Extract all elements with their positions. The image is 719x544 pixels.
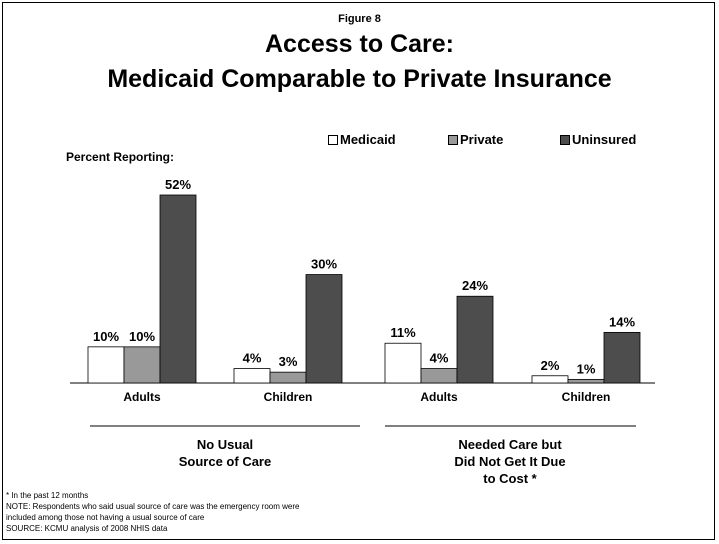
- data-label: 4%: [243, 351, 262, 366]
- footnote-line: * In the past 12 months: [6, 491, 89, 500]
- bar-medicaid-3: [531, 375, 569, 384]
- group-label-no-usual-source: No Usual Source of Care: [90, 436, 360, 470]
- category-label: Children: [264, 390, 313, 404]
- bar-medicaid-0: [87, 346, 125, 384]
- category-label: Children: [562, 390, 611, 404]
- data-label: 4%: [430, 351, 449, 366]
- legend-swatch-private: [448, 134, 458, 145]
- data-label: 24%: [462, 278, 488, 293]
- legend-label-medicaid: Medicaid: [340, 132, 396, 147]
- group-label-line: Did Not Get It Due: [454, 454, 566, 469]
- legend-label-uninsured: Uninsured: [572, 132, 637, 147]
- data-label: 10%: [93, 329, 119, 344]
- legend-swatch-medicaid: [328, 134, 338, 145]
- bar-medicaid-1: [233, 368, 271, 384]
- group-label-line: to Cost *: [483, 471, 537, 486]
- bar-private-3: [567, 378, 605, 384]
- legend-swatch-uninsured: [560, 134, 570, 145]
- bar-private-0: [123, 346, 161, 384]
- footnotes: * In the past 12 months NOTE: Respondent…: [6, 490, 299, 534]
- data-label: 3%: [279, 354, 298, 369]
- data-label: 52%: [165, 177, 191, 192]
- footnote-line: included among those not having a usual …: [6, 513, 205, 522]
- data-label: 14%: [609, 314, 635, 329]
- data-label: 30%: [311, 257, 337, 272]
- bar-uninsured-3: [603, 331, 641, 384]
- bar-uninsured-0: [159, 194, 197, 384]
- figure-label: Figure 8: [338, 13, 381, 25]
- footnote-line: NOTE: Respondents who said usual source …: [6, 502, 300, 511]
- bar-private-1: [269, 371, 307, 384]
- chart-title-line1: Access to Care:: [265, 30, 454, 58]
- footnote-line: SOURCE: KCMU analysis of 2008 NHIS data: [6, 524, 168, 533]
- data-label: 1%: [577, 361, 596, 376]
- data-label: 11%: [390, 325, 416, 340]
- bar-uninsured-2: [456, 295, 494, 384]
- category-label: Adults: [123, 390, 161, 404]
- group-label-line: Needed Care but: [458, 437, 562, 452]
- bar-uninsured-1: [305, 274, 343, 384]
- chart-title-line2: Medicaid Comparable to Private Insurance: [107, 65, 612, 93]
- group-label-line: No Usual: [196, 437, 254, 452]
- legend-item-medicaid: Medicaid: [328, 132, 396, 147]
- data-label: 10%: [129, 329, 155, 344]
- legend-item-private: Private: [448, 132, 503, 147]
- legend-item-uninsured: Uninsured: [560, 132, 636, 147]
- bar-private-2: [420, 368, 458, 384]
- group-label-line: Source of Care: [178, 454, 272, 469]
- group-label-needed-care: Needed Care but Did Not Get It Due to Co…: [385, 436, 635, 487]
- legend-label-private: Private: [460, 132, 504, 147]
- category-label: Adults: [420, 390, 458, 404]
- data-label: 2%: [541, 358, 560, 373]
- y-axis-label: Percent Reporting:: [66, 150, 175, 164]
- bar-medicaid-2: [384, 342, 422, 384]
